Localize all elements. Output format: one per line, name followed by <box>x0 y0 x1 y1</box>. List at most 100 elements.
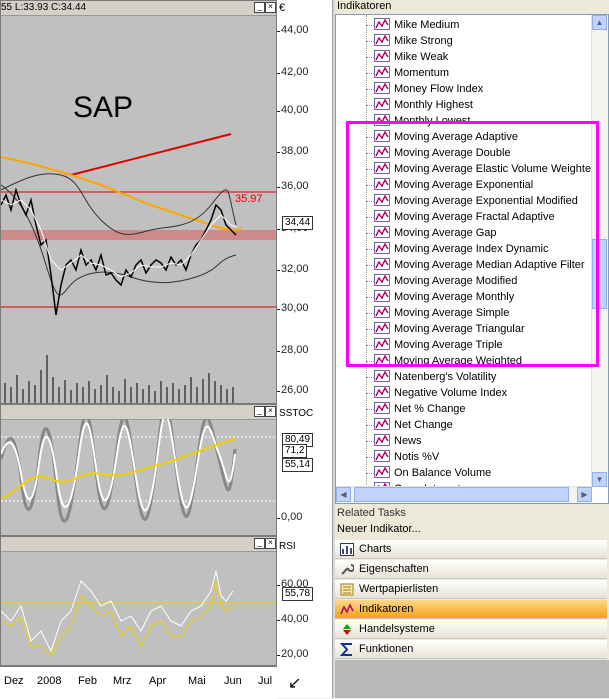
indicator-label: Money Flow Index <box>394 83 484 95</box>
task-handelsysteme[interactable]: Handelsysteme <box>335 620 607 639</box>
indicator-item[interactable]: Moving Average Double <box>374 145 511 161</box>
indicator-icon <box>374 370 390 382</box>
close-stochastic-button[interactable]: × <box>265 406 276 417</box>
related-tasks-header: Related Tasks <box>337 507 406 519</box>
indicator-icon <box>374 258 390 270</box>
indicator-tree[interactable]: Mike Medium Mike Strong Mike Weak Momentum M… <box>335 14 609 504</box>
close-rsi-button[interactable]: × <box>265 538 276 549</box>
scroll-left-button[interactable]: ◀ <box>336 487 351 502</box>
indicator-label: Moving Average Elastic Volume Weighted <box>394 163 598 175</box>
tree-connector <box>366 25 374 26</box>
close-pane-button[interactable]: × <box>265 2 276 13</box>
stochastic-label: SSTOC <box>279 408 314 419</box>
tree-connector <box>366 441 374 442</box>
indicator-item[interactable]: Net Change <box>374 417 453 433</box>
new-indicator-link[interactable]: Neuer Indikator... <box>337 523 421 535</box>
indicator-item[interactable]: Moving Average Modified <box>374 273 517 289</box>
indicator-item[interactable]: Negative Volume Index <box>374 385 507 401</box>
minimize-rsi-button[interactable]: _ <box>254 538 265 549</box>
indicator-item[interactable]: Moving Average Elastic Volume Weighted <box>374 161 597 177</box>
indicator-icon <box>374 450 390 462</box>
scroll-down-button[interactable]: ▼ <box>592 472 607 487</box>
indicator-item[interactable]: Moving Average Adaptive <box>374 129 518 145</box>
scroll-up-button[interactable]: ▲ <box>592 15 607 30</box>
chart-area[interactable]: 55 L:33.93 C:34.44 _ × SAP <box>0 0 332 699</box>
panel-splitter[interactable] <box>332 0 336 698</box>
indicator-item[interactable]: Momentum <box>374 65 449 81</box>
indicator-icon <box>374 194 390 206</box>
indicator-item[interactable]: Moving Average Triple <box>374 337 503 353</box>
indicator-item[interactable]: Moving Average Triangular <box>374 321 525 337</box>
list-icon <box>340 583 354 596</box>
indicator-item[interactable]: Mike Strong <box>374 33 453 49</box>
indicator-icon <box>374 434 390 446</box>
indicator-icon <box>374 66 390 78</box>
sigma-icon <box>340 643 352 656</box>
indicator-label: Moving Average Modified <box>394 275 518 287</box>
tree-connector <box>366 153 374 154</box>
stoch-slow-line <box>1 419 237 523</box>
horizontal-scrollbar[interactable]: ◀ ▶ <box>336 486 592 503</box>
indicator-item[interactable]: Money Flow Index <box>374 81 483 97</box>
tree-connector <box>366 457 374 458</box>
indicator-item[interactable]: Moving Average Exponential <box>374 177 533 193</box>
indicator-item[interactable]: Moving Average Index Dynamic <box>374 241 549 257</box>
indicator-item[interactable]: On Balance Volume <box>374 465 491 481</box>
indicator-item[interactable]: Monthly Highest <box>374 97 473 113</box>
price-series <box>1 187 237 316</box>
task-eigenschaften[interactable]: Eigenschaften <box>335 560 607 579</box>
indicator-item[interactable]: Moving Average Exponential Modified <box>374 193 578 209</box>
currency-label: € <box>279 2 286 14</box>
tree-connector <box>366 217 374 218</box>
rsi-axis: RSI 60,00 40,00 20,00 <box>277 536 332 666</box>
indicator-icon <box>374 338 390 350</box>
indicator-item[interactable]: Moving Average Gap <box>374 225 497 241</box>
indicator-label: Moving Average Fractal Adaptive <box>394 211 555 223</box>
vertical-scrollbar[interactable]: ▲ ▼ <box>591 15 608 487</box>
indicator-icon <box>374 386 390 398</box>
price-pane-header: 55 L:33.93 C:34.44 _ × <box>1 1 276 16</box>
hscroll-thumb[interactable] <box>354 487 569 502</box>
rsi-pane-header: _ × <box>1 537 276 552</box>
indicator-item[interactable]: Net % Change <box>374 401 466 417</box>
minimize-pane-button[interactable]: _ <box>254 2 265 13</box>
price-pane[interactable]: 55 L:33.93 C:34.44 _ × SAP <box>0 0 277 404</box>
task-charts[interactable]: Charts <box>335 540 607 559</box>
price-header-text: 55 L:33.93 C:34.44 <box>1 2 87 13</box>
indicator-item[interactable]: Moving Average Median Adaptive Filter <box>374 257 585 273</box>
indicator-label: News <box>394 435 422 447</box>
stochastic-pane[interactable]: _ × <box>0 404 277 536</box>
indicator-item[interactable]: Mike Medium <box>374 17 459 33</box>
indicator-icon <box>374 82 390 94</box>
rsi-pane[interactable]: _ × <box>0 536 277 666</box>
rsi-label: RSI <box>279 541 296 552</box>
scroll-thumb[interactable] <box>592 239 607 309</box>
task-wertpapierlisten[interactable]: Wertpapierlisten <box>335 580 607 599</box>
resize-arrow-icon[interactable]: ↙ <box>288 675 302 692</box>
tree-connector <box>366 393 374 394</box>
lower-band <box>1 184 237 296</box>
indicator-label: Moving Average Median Adaptive Filter <box>394 259 585 271</box>
stoch-tag-2: 71,2 <box>282 444 308 458</box>
indicator-item[interactable]: Mike Weak <box>374 49 448 65</box>
indicator-item[interactable]: Moving Average Fractal Adaptive <box>374 209 555 225</box>
trend-line <box>70 133 232 176</box>
rsi-signal-line <box>1 580 234 657</box>
stochastic-zero-tick: 0,00 <box>276 511 303 523</box>
price-axis: € <box>277 0 332 404</box>
indicator-icon <box>374 290 390 302</box>
task-indikatoren[interactable]: Indikatoren <box>335 600 607 619</box>
indicator-item[interactable]: Moving Average Monthly <box>374 289 514 305</box>
tree-connector <box>366 313 374 314</box>
indicator-icon <box>374 146 390 158</box>
minimize-stochastic-button[interactable]: _ <box>254 406 265 417</box>
indicator-item[interactable]: Natenberg's Volatility <box>374 369 496 385</box>
indicator-item[interactable]: Notis %V <box>374 449 439 465</box>
indicator-item[interactable]: Moving Average Simple <box>374 305 509 321</box>
task-funktionen[interactable]: Funktionen <box>335 640 607 659</box>
chart-symbol-title: SAP <box>73 91 134 124</box>
indicator-label: Moving Average Exponential Modified <box>394 195 578 207</box>
indicator-item[interactable]: News <box>374 433 422 449</box>
month-jul: Jul <box>258 675 273 687</box>
scroll-right-button[interactable]: ▶ <box>577 487 592 502</box>
